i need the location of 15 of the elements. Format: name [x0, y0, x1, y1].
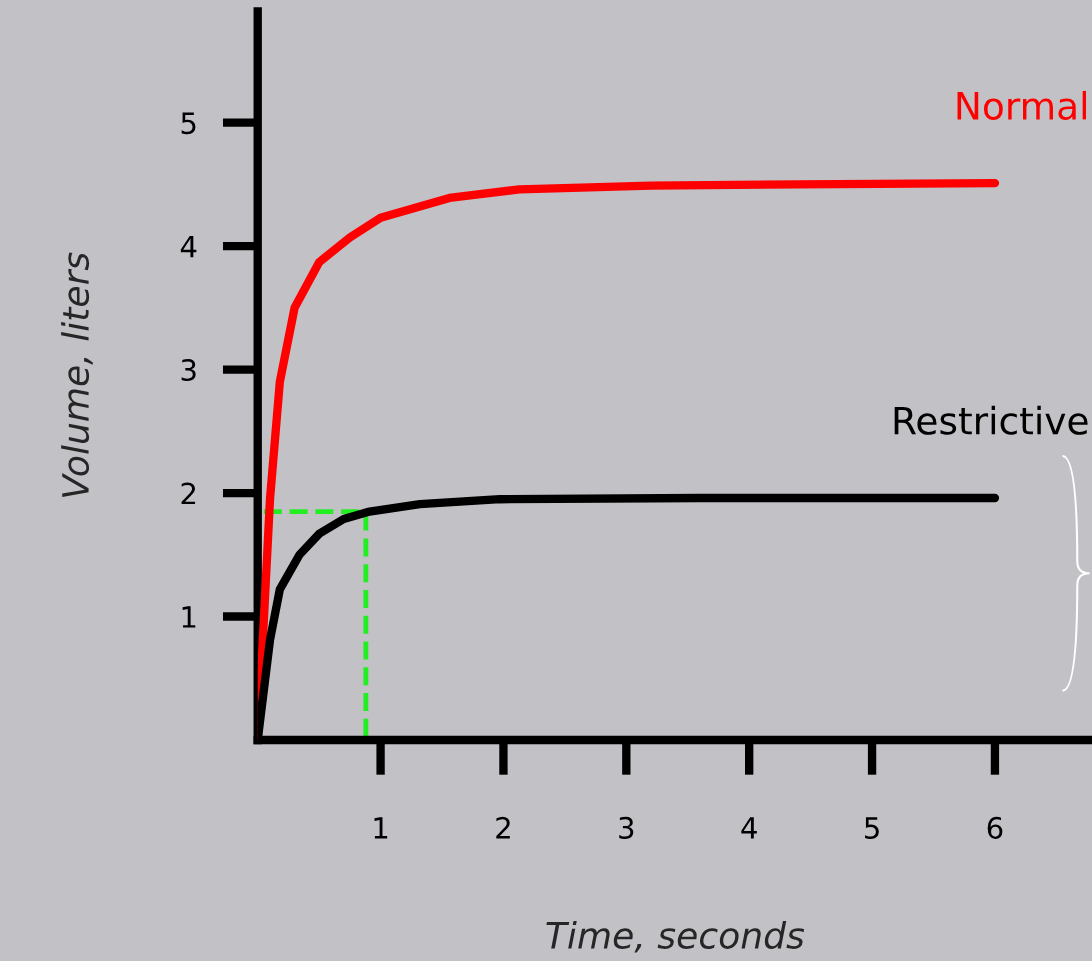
series-label: Restrictive: [894, 405, 1088, 435]
y-tick-label: 2: [181, 482, 196, 505]
x-tick-label: 4: [741, 817, 757, 839]
x-tick-label: 5: [865, 817, 879, 839]
y-tick-label: 1: [182, 606, 196, 628]
series-label: Normal: [957, 90, 1087, 120]
x-axis-title: Time, seconds: [546, 920, 805, 953]
y-tick-label: 5: [181, 112, 196, 135]
y-tick-label: 4: [180, 235, 197, 258]
x-tick-label: 3: [619, 816, 634, 839]
x-tick-label: 1: [374, 817, 388, 839]
x-tick-label: 2: [496, 816, 510, 839]
y-axis-title: Volume, liters: [61, 252, 93, 497]
y-tick-label: 3: [181, 359, 196, 382]
x-tick-label: 6: [987, 816, 1003, 839]
